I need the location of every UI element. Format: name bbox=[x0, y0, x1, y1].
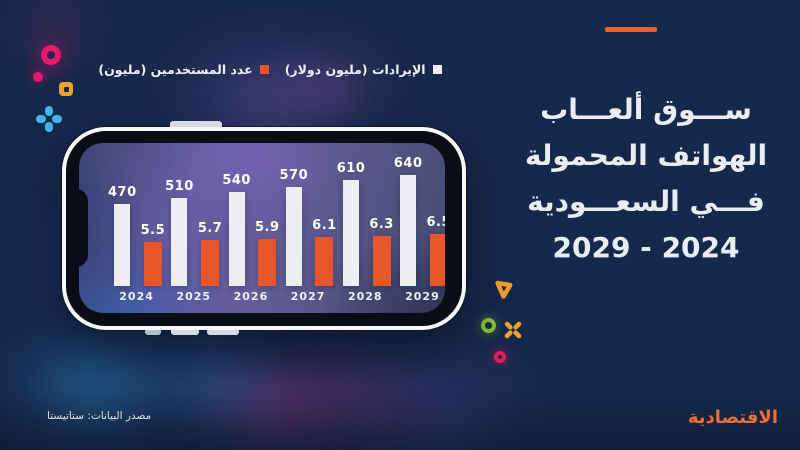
year-label: 2025 bbox=[176, 290, 212, 303]
phone-top-button bbox=[170, 121, 222, 127]
play-triangle-icon bbox=[489, 274, 519, 304]
revenue-bar bbox=[400, 175, 417, 286]
green-ring-icon bbox=[481, 318, 496, 333]
pink-donut-icon bbox=[494, 351, 506, 363]
phone-side-button-2 bbox=[171, 330, 199, 335]
year-group: 640 6.5 2029 bbox=[393, 156, 446, 303]
year-label: 2026 bbox=[233, 290, 269, 303]
title-line-2: الهواتف المحمولة bbox=[524, 139, 768, 172]
bar-value-label: 510 bbox=[165, 179, 194, 194]
legend-label-users: عدد المستخدمين (مليون) bbox=[98, 62, 253, 77]
revenue-bar bbox=[171, 198, 188, 286]
bar-value-label: 6.5 bbox=[426, 215, 446, 230]
phone-side-button-1 bbox=[145, 330, 161, 335]
phone-mockup: 470 5.5 2024 510 5.7 2025 540 5.9 2026 570 6.1 2027… bbox=[62, 121, 466, 335]
bar-value-label: 5.5 bbox=[140, 223, 166, 238]
users-bar bbox=[372, 236, 391, 286]
dpad-icon bbox=[36, 106, 62, 132]
year-label: 2028 bbox=[347, 290, 383, 303]
pink-dot-icon bbox=[33, 72, 43, 82]
users-bar bbox=[429, 234, 445, 286]
users-swatch-icon bbox=[259, 65, 269, 74]
year-label: 2024 bbox=[119, 290, 154, 303]
year-group: 610 6.3 2028 bbox=[336, 161, 394, 303]
bar-value-label: 5.9 bbox=[254, 220, 280, 235]
phone-side-button-3 bbox=[207, 330, 239, 335]
revenue-swatch-icon bbox=[432, 65, 442, 74]
bar-value-label: 5.7 bbox=[197, 221, 223, 236]
users-bar bbox=[143, 242, 162, 286]
page-title: ســـوق ألعـــاب الهواتف المحمولة فـــي ا… bbox=[498, 87, 794, 271]
year-group: 570 6.1 2027 bbox=[279, 168, 337, 303]
bar-chart: 470 5.5 2024 510 5.7 2025 540 5.9 2026 570 6.1 2027… bbox=[108, 143, 445, 303]
year-label: 2027 bbox=[290, 290, 326, 303]
year-group: 510 5.7 2025 bbox=[165, 179, 223, 303]
users-bar bbox=[258, 239, 277, 286]
legend-item-users: عدد المستخدمين (مليون) bbox=[98, 62, 269, 77]
bar-value-label: 610 bbox=[336, 161, 366, 176]
title-line-1: ســـوق ألعـــاب bbox=[540, 93, 752, 126]
bar-value-label: 640 bbox=[393, 156, 423, 171]
revenue-bar bbox=[228, 192, 245, 286]
revenue-bar bbox=[114, 204, 131, 286]
phone-screen: 470 5.5 2024 510 5.7 2025 540 5.9 2026 570 6.1 2027… bbox=[79, 143, 445, 313]
phone-notch bbox=[79, 189, 88, 267]
year-group: 470 5.5 2024 bbox=[108, 185, 166, 303]
amber-button-icon bbox=[59, 82, 73, 96]
x-button-icon bbox=[503, 320, 523, 340]
users-bar bbox=[315, 237, 334, 286]
bar-value-label: 570 bbox=[279, 168, 309, 183]
brand-logo: الاقتصادية bbox=[687, 407, 778, 428]
year-group: 540 5.9 2026 bbox=[222, 173, 280, 303]
revenue-bar bbox=[285, 187, 302, 286]
bar-value-label: 6.1 bbox=[312, 218, 337, 233]
chart-legend: الإيرادات (مليون دولار) عدد المستخدمين (… bbox=[95, 62, 445, 77]
bar-value-label: 6.3 bbox=[369, 217, 394, 232]
legend-item-revenue: الإيرادات (مليون دولار) bbox=[285, 62, 442, 77]
data-source-note: مصدر البيانات: ستاتيستا bbox=[47, 410, 152, 422]
year-label: 2029 bbox=[405, 290, 440, 303]
pink-ring-icon bbox=[41, 45, 61, 65]
bar-value-label: 470 bbox=[108, 185, 137, 200]
bar-value-label: 540 bbox=[222, 173, 251, 188]
revenue-bar bbox=[343, 180, 359, 286]
users-bar bbox=[201, 240, 220, 286]
accent-dash bbox=[605, 27, 657, 32]
title-line-years: 2024 - 2029 bbox=[552, 231, 740, 264]
legend-label-revenue: الإيرادات (مليون دولار) bbox=[284, 62, 426, 77]
title-line-3: فـــي السعـــودية bbox=[527, 185, 765, 218]
